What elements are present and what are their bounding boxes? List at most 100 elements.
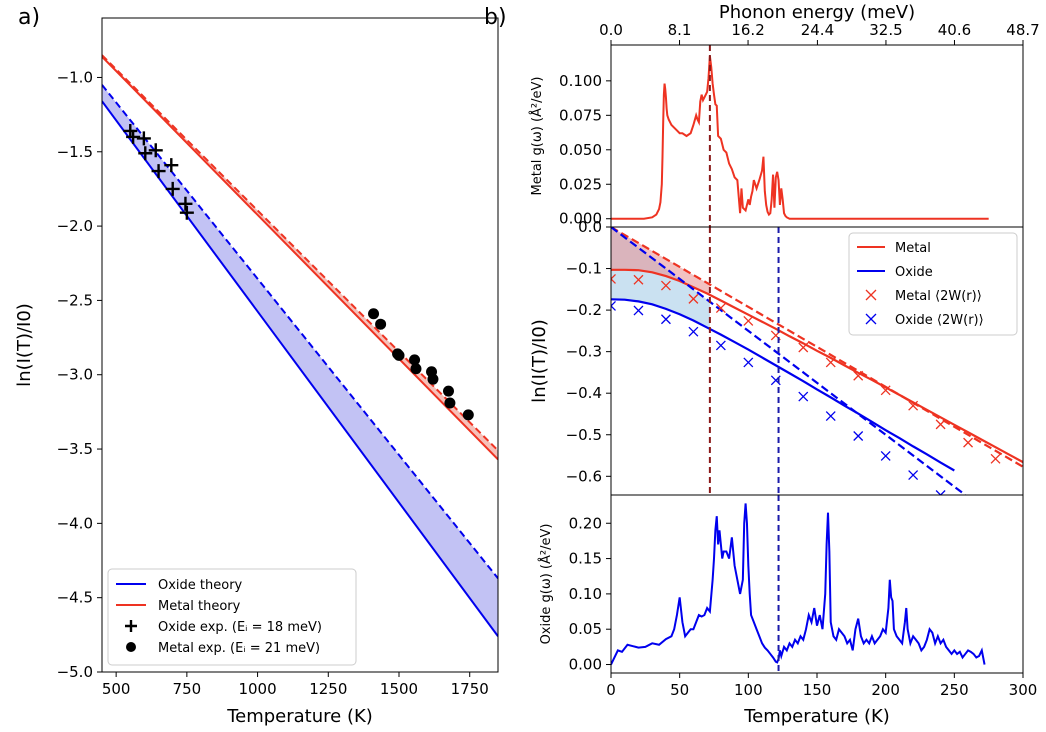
y-tick-label: 0.0 (578, 218, 602, 236)
y-tick-label: −0.6 (566, 467, 602, 485)
oxide-exp-point (151, 164, 166, 179)
metal-exp-point (410, 363, 422, 375)
oxide-exp-point (148, 143, 163, 158)
oxide-2w-point (853, 431, 864, 441)
metal-2w-point (798, 342, 809, 353)
y-tick-label: −1.5 (57, 143, 93, 161)
legend-box (107, 568, 357, 666)
oxide-2w-point (825, 411, 836, 422)
y-tick-label: 0.10 (569, 585, 602, 603)
metal-2w-point (990, 453, 1001, 464)
oxide-2w-point (880, 450, 891, 461)
oxide-2w-point (660, 314, 671, 325)
oxide-exp-point (164, 158, 179, 173)
metal-exp-point (393, 349, 405, 361)
metal-2w-point (963, 437, 974, 448)
metal-2w-point (660, 280, 671, 291)
y-tick-label: 0.050 (559, 141, 602, 159)
oxide-2w-point (935, 490, 946, 495)
y-tick-label: 0.20 (569, 514, 602, 532)
metal-exp-point (409, 354, 421, 366)
x-tick-label: 150 (803, 681, 832, 699)
oxide-exp-point (179, 205, 194, 220)
oxide-exp-point (123, 123, 138, 138)
y-tick-label: −0.2 (566, 301, 602, 319)
legend-label: Oxide exp. (Eᵢ = 18 meV) (158, 620, 322, 635)
y-tick-label: −3.0 (57, 366, 93, 384)
panel-label-a: a) (18, 5, 40, 30)
y-tick-label: −0.1 (566, 260, 602, 278)
metal-2w-point (688, 293, 699, 304)
y-axis-label: Oxide g(ω) (Å²/eV) (538, 524, 554, 645)
y-tick-label: 0.100 (559, 72, 602, 90)
oxide-exp-point (126, 129, 141, 144)
x-tick-label: 750 (173, 680, 202, 698)
panel-b-middle-plot-area (611, 227, 1023, 495)
oxide-exp-point (136, 131, 151, 146)
oxide-exp-point (165, 181, 180, 196)
metal-2w-point (743, 315, 754, 326)
y-tick-label: 0.000 (559, 210, 602, 228)
metal-theory-line (102, 55, 498, 461)
legend: Oxide theory Metal theory Oxide exp. (Eᵢ =… (107, 568, 357, 666)
legend: Metal Oxide Metal ⟨2W(r)⟩ Oxide ⟨2W(r)⟩ (848, 232, 1018, 336)
legend-oxide-marker (125, 620, 137, 632)
panel-b-top-plot-area (611, 45, 989, 227)
panel-b-top-frame (610, 44, 1024, 228)
top-x-axis-label: Phonon energy (meV) (719, 2, 915, 23)
metal-exp-point (462, 409, 474, 421)
legend-label: Oxide (895, 265, 933, 280)
metal-2w-point (825, 357, 836, 368)
legend-label: Metal (895, 241, 931, 256)
oxide-2w-point (908, 470, 919, 481)
metal-2w-point (611, 273, 616, 284)
metal-theory-dashed-line (102, 54, 498, 452)
x-tick-label: 300 (1009, 681, 1038, 699)
top-x-tick-label: 32.5 (869, 21, 902, 39)
metal-dashed-line (611, 227, 1023, 468)
oxide-theory-dashed-line (102, 84, 498, 579)
x-tick-label: 500 (102, 680, 131, 698)
oxide-theory-line (102, 100, 498, 637)
x-tick-label: 100 (734, 681, 763, 699)
metal-2w-point (853, 370, 864, 381)
panel-b-bottom-frame (610, 494, 1024, 674)
metal-exp-point (444, 397, 456, 409)
metal-dos-line (611, 55, 989, 220)
x-tick-label: 0 (606, 681, 616, 699)
oxide-2w-point (715, 340, 726, 351)
top-x-tick-label: 0.0 (599, 21, 623, 39)
metal-line (611, 268, 1023, 464)
panel-b-middle: 0.0 −0.1 −0.2 −0.3 −0.4 −0.5 −0.6 ln(I(T)/I0) Me… (529, 218, 1024, 496)
top-x-tick-label: 40.6 (938, 21, 971, 39)
oxide-2w-point (633, 305, 644, 316)
panel-a-plot-area (102, 54, 498, 637)
legend-label: Oxide ⟨2W(r)⟩ (895, 313, 984, 328)
oxide-2w-point (798, 391, 809, 402)
panel-b-top: 0.0 8.1 16.2 24.4 32.5 40.6 48.7 Phonon energy … (529, 2, 1040, 228)
y-tick-label: −0.4 (566, 384, 602, 402)
y-tick-label: −4.0 (57, 514, 93, 532)
y-axis-label: Metal g(ω) (Å²/eV) (529, 77, 545, 196)
metal-2w-point (715, 303, 726, 313)
legend-label: Oxide theory (158, 578, 243, 593)
x-tick-label: 200 (871, 681, 900, 699)
oxide-dos-line (611, 503, 986, 665)
metal-2w-point (633, 274, 644, 285)
y-tick-label: 0.05 (569, 620, 602, 638)
oxide-exp-point (178, 196, 193, 211)
y-tick-label: 0.15 (569, 550, 602, 568)
x-tick-label: 50 (670, 681, 689, 699)
y-axis-label: ln(I(T)/I0) (529, 319, 550, 403)
oxide-exp-point (138, 146, 153, 161)
x-tick-label: 1750 (451, 680, 489, 698)
x-axis-label: Temperature (K) (743, 706, 890, 727)
legend-x-marker (865, 289, 877, 301)
oxide-2w-point (743, 357, 754, 368)
y-tick-label: −3.5 (57, 440, 93, 458)
oxide-band (102, 84, 498, 637)
legend-label: Metal theory (158, 599, 241, 614)
metal-exp-point (375, 318, 387, 330)
oxide-2w-point (688, 326, 699, 337)
